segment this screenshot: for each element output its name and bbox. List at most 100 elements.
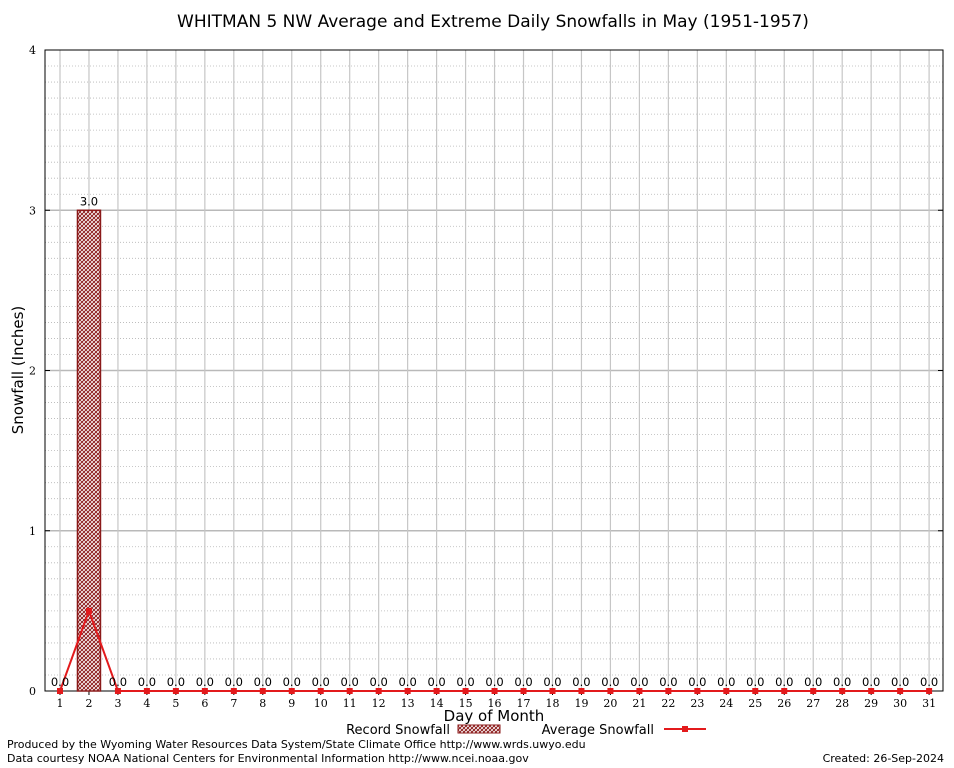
x-tick-label: 8 — [259, 697, 266, 710]
record-snowfall-label: 0.0 — [891, 675, 909, 689]
record-snowfall-label: 0.0 — [370, 675, 388, 689]
average-snowfall-point — [230, 688, 237, 694]
average-snowfall-point — [578, 688, 585, 694]
grid — [45, 50, 943, 691]
x-tick-label: 29 — [864, 697, 878, 710]
x-tick-label: 14 — [430, 697, 444, 710]
x-tick-label: 22 — [661, 697, 675, 710]
x-tick-label: 27 — [806, 697, 820, 710]
x-axis: 1 2 3 4 5 6 7 8 9 10 11 12 13 14 15 16 17 18 19 20 21 22 23 24 2… — [57, 691, 936, 710]
record-snowfall-label: 0.0 — [572, 675, 590, 689]
record-snowfall-label: 0.0 — [398, 675, 416, 689]
record-snowfall-label: 0.0 — [601, 675, 619, 689]
record-snowfall-bar — [76, 209, 102, 692]
y-tick-label: 1 — [29, 525, 36, 538]
record-snowfall-label: 0.0 — [746, 675, 764, 689]
record-snowfall-label: 0.0 — [51, 675, 69, 689]
average-snowfall-point — [57, 688, 63, 694]
y-tick-label: 2 — [29, 365, 36, 378]
record-snowfall-label: 0.0 — [630, 675, 648, 689]
average-snowfall-point — [143, 688, 150, 694]
record-snowfall-label: 0.0 — [659, 675, 677, 689]
x-axis-label: Day of Month — [444, 707, 545, 725]
average-snowfall-point — [375, 688, 382, 694]
x-tick-label: 15 — [459, 697, 473, 710]
record-snowfall-label: 0.0 — [920, 675, 938, 689]
x-tick-label: 18 — [545, 697, 559, 710]
record-snowfall-label: 0.0 — [225, 675, 243, 689]
record-snowfall-label: 0.0 — [167, 675, 185, 689]
record-snowfall-label: 0.0 — [514, 675, 532, 689]
record-snowfall-label: 0.0 — [312, 675, 330, 689]
average-snowfall-point — [665, 688, 672, 694]
record-snowfall-bars — [76, 209, 102, 692]
average-snowfall-point — [926, 688, 933, 694]
footer-courtesy: Data courtesy NOAA National Centers for … — [7, 752, 529, 765]
legend-record-swatch — [457, 724, 501, 734]
y-tick-label: 3 — [29, 204, 36, 217]
x-tick-label: 23 — [690, 697, 704, 710]
chart-title: WHITMAN 5 NW Average and Extreme Daily S… — [177, 12, 809, 32]
x-tick-label: 26 — [777, 697, 791, 710]
record-snowfall-label: 0.0 — [456, 675, 474, 689]
x-tick-label: 13 — [401, 697, 415, 710]
x-tick-label: 3 — [114, 697, 121, 710]
average-snowfall-point — [723, 688, 730, 694]
x-tick-label: 2 — [85, 697, 92, 710]
x-tick-label: 7 — [230, 697, 237, 710]
legend-average-label: Average Snowfall — [542, 723, 654, 738]
record-snowfall-label: 0.0 — [254, 675, 272, 689]
y-axis: 0 1 2 3 4 — [29, 44, 943, 698]
x-tick-label: 17 — [517, 697, 531, 710]
average-snowfall-point — [636, 688, 643, 694]
record-snowfall-label: 0.0 — [775, 675, 793, 689]
average-snowfall-point — [520, 688, 527, 694]
record-snowfall-label: 0.0 — [485, 675, 503, 689]
average-snowfall-point — [549, 688, 556, 694]
x-tick-label: 16 — [488, 697, 502, 710]
x-tick-label: 24 — [719, 697, 733, 710]
record-snowfall-label: 0.0 — [283, 675, 301, 689]
legend-record-label: Record Snowfall — [346, 723, 450, 738]
record-snowfall-label: 0.0 — [341, 675, 359, 689]
record-snowfall-label: 0.0 — [138, 675, 156, 689]
x-tick-label: 10 — [314, 697, 328, 710]
x-tick-label: 6 — [201, 697, 208, 710]
legend: Record Snowfall Average Snowfall — [346, 723, 706, 738]
average-snowfall-point — [462, 688, 469, 694]
record-snowfall-label: 3.0 — [80, 194, 98, 208]
record-snowfall-label: 0.0 — [833, 675, 851, 689]
average-snowfall-point — [752, 688, 759, 694]
average-snowfall-point — [897, 688, 904, 694]
legend-average-marker — [682, 726, 688, 732]
average-snowfall-point — [433, 688, 440, 694]
average-snowfall-point — [839, 688, 846, 694]
x-tick-label: 25 — [748, 697, 762, 710]
footer-produced-by: Produced by the Wyoming Water Resources … — [7, 738, 586, 751]
x-tick-label: 12 — [372, 697, 386, 710]
average-snowfall-point — [810, 688, 817, 694]
x-tick-label: 1 — [57, 697, 64, 710]
average-snowfall-point — [868, 688, 875, 694]
average-snowfall-point — [781, 688, 788, 694]
average-snowfall-point — [172, 688, 179, 694]
average-snowfall-point — [694, 688, 701, 694]
x-tick-label: 31 — [922, 697, 936, 710]
average-snowfall-point — [491, 688, 498, 694]
record-snowfall-label: 0.0 — [109, 675, 127, 689]
x-tick-label: 21 — [632, 697, 646, 710]
average-snowfall-point — [114, 688, 121, 694]
average-snowfall-point — [346, 688, 353, 694]
average-snowfall-point — [201, 688, 208, 694]
record-snowfall-label: 0.0 — [196, 675, 214, 689]
average-snowfall-point — [288, 688, 295, 694]
x-tick-label: 19 — [574, 697, 588, 710]
record-snowfall-label: 0.0 — [862, 675, 880, 689]
record-snowfall-label: 0.0 — [688, 675, 706, 689]
y-tick-label: 0 — [29, 685, 36, 698]
record-snowfall-label: 0.0 — [427, 675, 445, 689]
average-snowfall-point — [85, 607, 92, 614]
data-labels: 0.0 3.0 0.0 0.0 0.0 0.0 0.0 0.0 0.0 0.0 0.0 0.0 0.0 0… — [51, 194, 938, 689]
record-snowfall-label: 0.0 — [543, 675, 561, 689]
average-snowfall-point — [259, 688, 266, 694]
